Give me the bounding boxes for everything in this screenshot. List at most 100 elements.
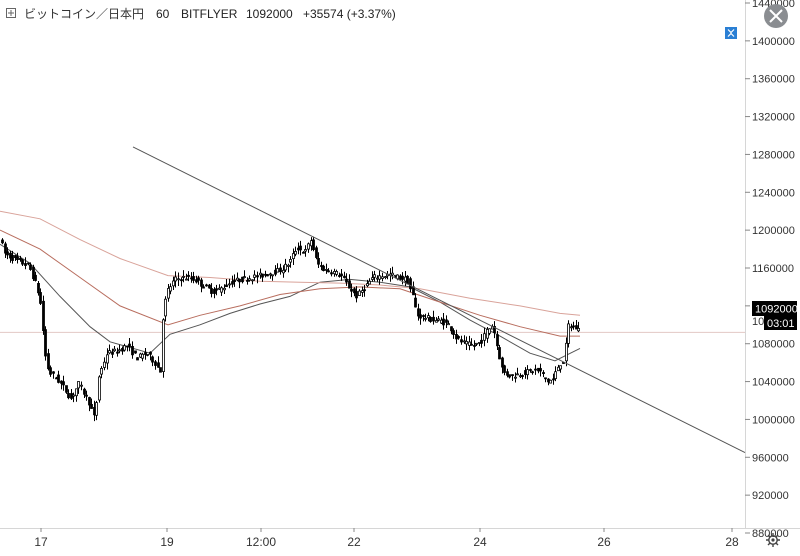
candle-body (542, 372, 545, 375)
price-tick-label: 1040000 (752, 377, 795, 389)
candle-body (128, 343, 131, 348)
plus-square-icon[interactable] (6, 8, 16, 18)
candle-body (205, 284, 208, 287)
candle-body (302, 251, 305, 254)
candle-body (350, 288, 353, 292)
candle-body (225, 284, 228, 288)
candle-body (514, 376, 517, 379)
candle-body (468, 341, 471, 346)
candle-body (215, 288, 218, 291)
candle-body (417, 308, 420, 317)
candle-body (172, 280, 175, 287)
candle-body (287, 264, 290, 267)
candle-body (98, 376, 101, 401)
moving-averages (0, 210, 581, 362)
symbol-name: ビットコイン／日本円 (24, 7, 144, 21)
candle-body (414, 297, 417, 308)
candle-body (261, 273, 264, 278)
candle-body (475, 342, 478, 345)
candle-body (256, 275, 259, 278)
candle-body (304, 249, 307, 252)
candle-body (348, 280, 351, 289)
price-tick-label: 1400000 (752, 36, 795, 48)
candle-body (228, 283, 231, 286)
candle-body (39, 292, 42, 304)
exchange-label: BITFLYER (181, 7, 238, 21)
candle-body (307, 243, 310, 250)
price-tick-label: 1360000 (752, 74, 795, 86)
candle-body (299, 245, 302, 251)
candle-body (529, 369, 532, 371)
close-icon[interactable] (764, 4, 788, 28)
price-tick-label: 1160000 (752, 263, 794, 275)
candle-body (317, 257, 320, 265)
candle-body (516, 373, 519, 376)
candle-body (169, 286, 172, 292)
time-axis[interactable]: 17 19 12:00 22 24 26 28 (34, 528, 739, 549)
time-tick-label: 24 (473, 535, 487, 549)
price-tick-label: 1080000 (752, 339, 795, 351)
candle-body (371, 277, 374, 280)
candle-body (134, 350, 137, 354)
last-price: 1092000 (246, 7, 293, 21)
symbol-legend[interactable]: ビットコイン／日本円 60 BITFLYER 1092000 +35574 (+… (6, 7, 396, 21)
gear-icon[interactable] (766, 533, 780, 547)
candle-body (251, 279, 254, 282)
candle-body (57, 374, 60, 383)
candle-body (427, 315, 430, 319)
candle-body (223, 287, 226, 291)
candle-body (19, 257, 22, 260)
candle-body (52, 371, 55, 374)
candle-body (4, 243, 7, 254)
candle-body (363, 289, 366, 292)
price-badge-partial: 10 (752, 316, 764, 328)
candle-body (29, 264, 32, 270)
candle-body (11, 254, 14, 261)
trendline-group[interactable] (132, 146, 746, 454)
time-tick-label: 19 (160, 535, 174, 549)
price-tick-label: 920000 (752, 490, 789, 502)
candle-body (100, 367, 103, 375)
trendline[interactable] (132, 146, 746, 454)
candle-body (419, 314, 422, 319)
candle-body (195, 279, 198, 283)
interval-label: 60 (156, 7, 170, 21)
candle-body (144, 352, 147, 355)
candle-body (27, 262, 30, 265)
candle-body (435, 320, 438, 323)
candle-body (412, 286, 415, 296)
candle-body (373, 274, 376, 278)
candle-body (378, 275, 381, 280)
price-tick-label: 880000 (752, 528, 789, 540)
expand-icon[interactable] (725, 27, 737, 39)
candle-body (325, 268, 328, 271)
price-tick-label: 1200000 (752, 225, 795, 237)
price-axis[interactable]: 880000 920000 960000 1000000 1040000 1080000 1… (745, 0, 795, 540)
candle-body (24, 263, 27, 266)
candle-body (123, 345, 126, 351)
candle-body (567, 323, 570, 344)
candle-body (106, 354, 109, 364)
candle-body (575, 325, 578, 330)
candle-body (526, 369, 529, 376)
candle-body (6, 251, 9, 256)
candle-body (75, 388, 78, 397)
candle-body (141, 353, 144, 359)
candle-body (572, 325, 575, 328)
candle-body (253, 274, 256, 278)
candle-body (177, 278, 180, 281)
countdown-timer: 03:01 (767, 318, 795, 330)
price-tick-label: 1280000 (752, 149, 795, 161)
candle-body (210, 288, 213, 294)
candle-body (213, 288, 216, 294)
moving-average-line (0, 229, 580, 337)
candle-body (493, 325, 496, 333)
candle-body (174, 276, 177, 282)
candle-body (72, 394, 75, 397)
candle-body (276, 268, 279, 273)
candle-body (289, 258, 292, 263)
candle-body (457, 336, 460, 339)
candle-body (279, 267, 282, 273)
candle-body (432, 316, 435, 322)
